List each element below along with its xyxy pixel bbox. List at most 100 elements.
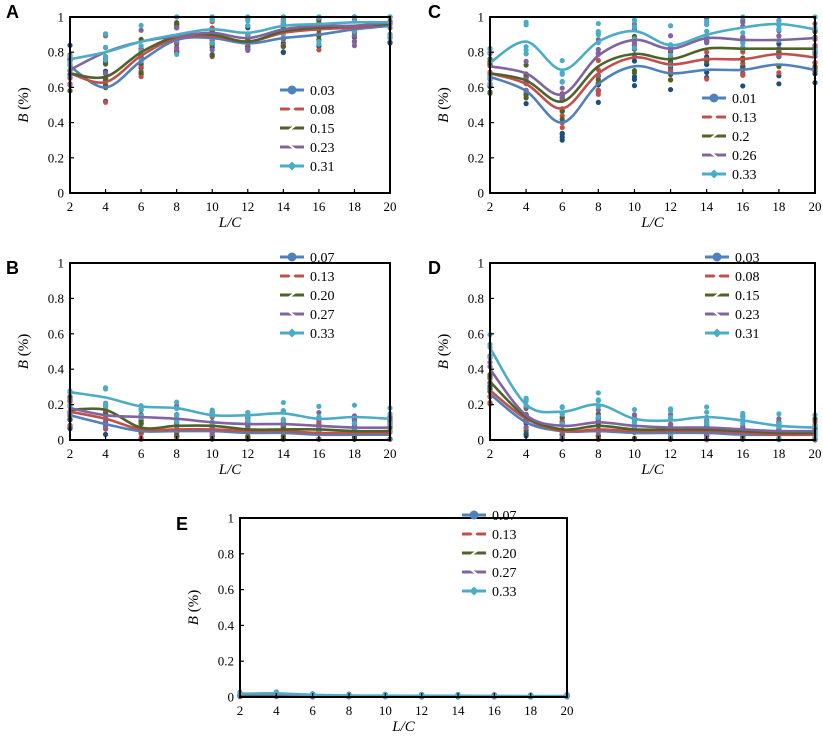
x-tick-label: 16 xyxy=(312,199,326,214)
panel-letter: D xyxy=(428,258,441,278)
scatter-point xyxy=(559,71,565,77)
x-tick-label: 10 xyxy=(206,199,219,214)
legend-label-4: 0.27 xyxy=(492,566,517,581)
x-tick-label: 4 xyxy=(523,199,530,214)
x-tick-label: 16 xyxy=(488,703,502,718)
scatter-point xyxy=(740,410,746,416)
legend-marker-4 xyxy=(709,151,719,159)
panel-e: E00.20.40.60.812 4 6 8 10 12 14 16 18 20L/CB (%)0… xyxy=(176,509,574,735)
x-tick-label: 4 xyxy=(273,703,280,718)
legend-label-3: 0.15 xyxy=(310,122,335,137)
x-axis-label-unit: /C xyxy=(226,215,242,231)
scatter-point xyxy=(667,23,674,29)
x-tick-label: 2 xyxy=(67,199,74,214)
scatter-point xyxy=(595,414,601,420)
scatter-point xyxy=(523,101,529,107)
scatter-point xyxy=(209,52,215,59)
x-tick-label: 8 xyxy=(595,199,602,214)
legend: 0.03 0.08 0.15 0.23 0.31 xyxy=(280,84,335,175)
legend-label-4: 0.26 xyxy=(732,149,757,164)
scatter-point xyxy=(102,70,109,76)
legend-marker-2 xyxy=(287,104,297,114)
scatter-point xyxy=(174,45,180,51)
plot-frame xyxy=(489,16,816,194)
y-axis-label-var: B xyxy=(186,616,202,625)
y-axis-label-var: B xyxy=(16,114,32,123)
scatter-point xyxy=(559,79,565,85)
scatter-point xyxy=(138,74,144,80)
scatter-point xyxy=(102,31,109,37)
scatter-point xyxy=(351,32,358,39)
x-tick-label: 6 xyxy=(309,703,316,718)
scatter-point xyxy=(316,47,322,53)
scatter-point xyxy=(174,51,180,57)
legend-marker-1 xyxy=(469,510,479,520)
scatter-point xyxy=(559,124,565,131)
legend-marker-3 xyxy=(709,132,719,140)
legend-marker-5 xyxy=(709,169,719,179)
scatter-point xyxy=(174,432,180,438)
legend-marker-5 xyxy=(287,328,297,338)
panel-letter: B xyxy=(6,258,19,278)
x-tick-label: 14 xyxy=(452,703,466,718)
scatter-point xyxy=(351,402,358,408)
y-tick-label: 0.8 xyxy=(218,546,234,561)
series-line-1 xyxy=(69,24,391,89)
legend-marker-4 xyxy=(287,310,297,318)
scatter-point xyxy=(631,412,638,418)
y-axis-label: B (%) xyxy=(16,87,32,122)
x-tick-label: 20 xyxy=(384,199,397,214)
y-tick-label: 0.2 xyxy=(468,397,484,412)
scatter-point xyxy=(667,77,674,83)
scatter-point xyxy=(595,390,601,396)
y-tick-label: 0.8 xyxy=(48,291,64,306)
scatter-point xyxy=(280,408,286,414)
scatter-point xyxy=(559,85,565,91)
y-tick-label: 0.6 xyxy=(468,80,485,95)
x-axis-label: L/C xyxy=(640,215,665,231)
x-tick-label: 16 xyxy=(736,199,750,214)
plot-frame xyxy=(239,517,568,698)
scatter-point xyxy=(174,418,180,425)
series-line-4 xyxy=(489,36,816,96)
scatter-point xyxy=(280,399,286,406)
legend-label-4: 0.27 xyxy=(310,308,335,323)
scatter-point xyxy=(523,62,529,68)
x-axis-label: L/C xyxy=(640,462,665,478)
y-axis-label-unit: (%) xyxy=(186,590,202,616)
x-tick-label: 20 xyxy=(561,703,574,718)
y-axis-label: B (%) xyxy=(436,334,452,369)
panel-a: A00.20.40.60.812 4 6 8 10 12 14 16 18 20L/CB (%) 0… xyxy=(6,2,397,231)
legend-marker-4 xyxy=(469,568,479,576)
scatter-point xyxy=(138,22,144,28)
scatter-point xyxy=(209,17,215,23)
scatter-point xyxy=(245,18,251,24)
scatter-point xyxy=(102,53,109,59)
legend-label-1: 0.01 xyxy=(732,92,757,107)
y-axis-label-var: B xyxy=(16,360,32,369)
x-tick-label: 16 xyxy=(312,446,326,461)
y-tick-label: 1 xyxy=(58,256,65,271)
legend-marker-1 xyxy=(709,93,719,103)
legend-marker-1 xyxy=(712,252,722,262)
x-axis-label-var: L xyxy=(640,462,649,478)
legend-label-1: 0.07 xyxy=(492,509,517,524)
x-axis-label-unit: /C xyxy=(649,462,665,478)
legend-marker-5 xyxy=(469,586,479,596)
y-tick-label: 1 xyxy=(58,10,65,25)
y-tick-label: 1 xyxy=(478,256,485,271)
x-tick-label: 14 xyxy=(277,446,291,461)
x-tick-label: 12 xyxy=(664,446,677,461)
scatter-point xyxy=(631,70,638,76)
x-tick-label: 4 xyxy=(102,199,109,214)
scatter-point xyxy=(523,433,529,439)
x-axis-label: L/C xyxy=(218,215,243,231)
scatter-point xyxy=(102,385,109,391)
legend-marker-4 xyxy=(712,310,722,318)
scatter-point xyxy=(704,409,710,415)
x-axis-label: L/C xyxy=(391,719,416,735)
x-tick-label: 2 xyxy=(67,446,74,461)
scatter-point xyxy=(280,49,286,56)
scatter-point xyxy=(138,421,144,427)
scatter-point xyxy=(102,401,109,407)
